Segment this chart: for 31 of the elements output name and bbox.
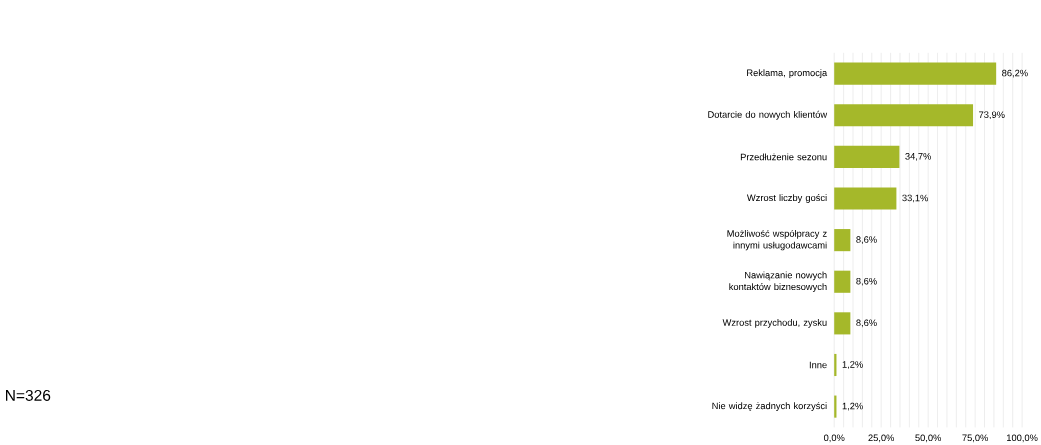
y-tick-label: Reklama, promocja (747, 69, 828, 78)
bar (834, 62, 997, 85)
bar (834, 270, 851, 293)
data-label: 73,9% (979, 111, 1005, 119)
x-tick-label: 25,0% (868, 434, 895, 443)
bar (834, 228, 851, 252)
data-label: 8,6% (856, 236, 877, 244)
data-label: 33,1% (902, 194, 928, 203)
y-tick-label: Możliwość współpracy z innymi usługodawcami (727, 229, 827, 251)
y-tick-label: Inne (809, 361, 827, 369)
y-tick-label: Wzrost przychodu, zysku (722, 318, 827, 328)
x-tick-label: 100,0% (1007, 434, 1038, 443)
data-label: 34,7% (905, 152, 931, 161)
y-tick-label: Dotarcie do nowych klientów (708, 110, 828, 120)
data-label: 86,2% (1002, 69, 1028, 78)
bar (834, 145, 900, 168)
y-tick-label: Nie widzę żadnych korzyści (712, 402, 827, 411)
y-tick-label: Nawiązanie nowych kontaktów biznesowych (729, 271, 827, 292)
x-tick-label: 0,0% (823, 434, 845, 443)
bar (834, 104, 974, 127)
bar (834, 312, 851, 335)
data-label: 1,2% (842, 402, 863, 411)
text: N=326 (6, 389, 51, 401)
x-tick-label: 75,0% (962, 434, 988, 443)
data-label: 8,6% (856, 277, 877, 286)
data-label: 8,6% (856, 319, 877, 328)
y-tick-label: Przedłużenie sezonu (740, 153, 827, 161)
bar (834, 187, 897, 210)
data-label: 1,2% (842, 361, 863, 369)
x-tick-label: 50,0% (915, 434, 942, 443)
y-tick-label: Wzrost liczby gości (746, 193, 827, 203)
